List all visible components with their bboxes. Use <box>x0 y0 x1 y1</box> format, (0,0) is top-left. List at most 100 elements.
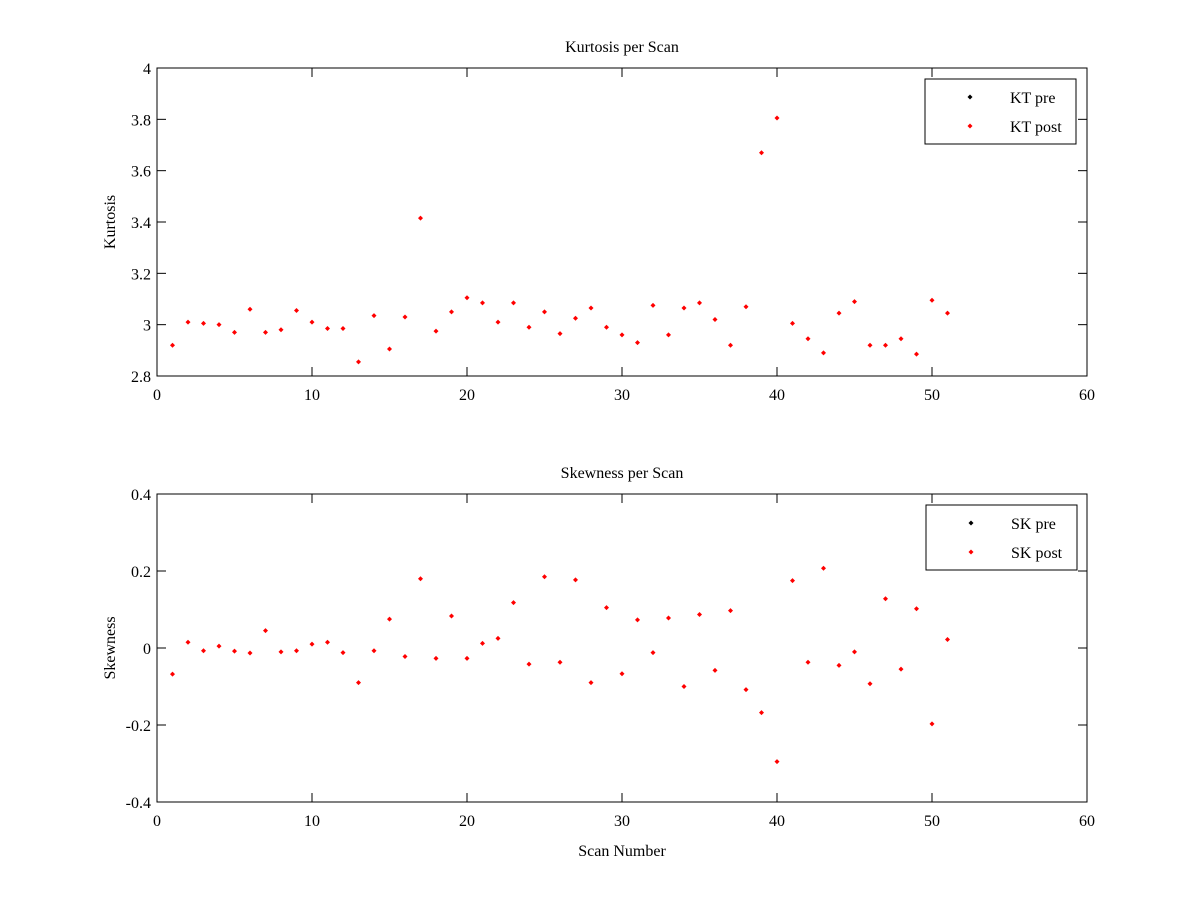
y-tick-label: -0.2 <box>126 718 151 735</box>
data-point <box>542 574 547 580</box>
data-point <box>697 612 702 618</box>
data-point <box>759 710 764 716</box>
data-point <box>201 648 206 654</box>
data-point <box>495 319 501 325</box>
data-point <box>418 215 423 221</box>
data-point <box>573 315 578 321</box>
data-point <box>247 306 253 312</box>
data-point <box>356 359 361 365</box>
data-point <box>464 295 470 301</box>
data-point <box>728 342 733 348</box>
data-point <box>945 637 950 643</box>
data-point <box>278 649 284 655</box>
data-point <box>774 759 780 765</box>
data-point <box>325 639 330 645</box>
data-point <box>356 680 361 686</box>
data-point <box>495 635 501 641</box>
data-point <box>216 643 222 649</box>
data-point <box>681 305 687 311</box>
y-tick-label: 3.4 <box>131 215 151 232</box>
data-point <box>480 300 485 306</box>
data-point <box>309 319 315 325</box>
x-tick-label: 60 <box>1079 813 1095 830</box>
chart-skewness: Skewness per Scan Skewness Scan Number 0 10 2… <box>102 465 1095 860</box>
data-point <box>325 326 330 332</box>
data-point <box>650 302 656 308</box>
data-point <box>309 641 315 647</box>
data-point <box>821 565 826 571</box>
y-axis-label: Skewness <box>102 616 119 679</box>
data-point <box>402 314 408 320</box>
y-axis-label: Kurtosis <box>102 195 119 249</box>
y-tick-label: 3.6 <box>131 164 151 181</box>
data-point <box>294 308 299 314</box>
data-point <box>805 659 811 665</box>
data-point <box>232 648 237 654</box>
x-axis-label: Scan Number <box>578 843 666 860</box>
data-point <box>604 605 609 611</box>
data-point <box>170 342 175 348</box>
data-point <box>666 615 671 621</box>
data-point <box>340 650 346 656</box>
legend-label: SK post <box>1011 545 1063 562</box>
data-point <box>681 684 687 689</box>
data-point <box>433 328 439 334</box>
data-point <box>511 300 516 306</box>
data-point <box>619 671 625 677</box>
data-point <box>201 320 206 326</box>
data-point <box>759 150 764 156</box>
data-point <box>604 324 609 330</box>
data-point <box>867 342 873 348</box>
data-point <box>635 617 640 623</box>
x-tick-label: 10 <box>304 813 320 830</box>
legend-box <box>925 504 1078 571</box>
data-point <box>883 596 888 602</box>
data-point <box>263 628 268 634</box>
chart-title: Skewness per Scan <box>561 465 684 482</box>
data-point <box>464 655 470 661</box>
data-point <box>852 299 857 305</box>
data-point <box>790 320 795 326</box>
y-tick-label: 0.4 <box>131 487 151 504</box>
y-tick-label: 0.2 <box>131 564 151 581</box>
x-tick-label: 30 <box>614 813 630 830</box>
legend-marker <box>968 549 974 555</box>
data-point <box>294 648 299 654</box>
data-point <box>914 606 919 612</box>
data-point <box>449 309 454 315</box>
data-point <box>743 304 749 310</box>
data-point <box>588 305 594 311</box>
data-point <box>619 332 625 338</box>
data-point <box>945 310 950 316</box>
data-point <box>821 350 826 356</box>
y-tick-label: 3 <box>143 318 151 335</box>
y-tick-label: 2.8 <box>131 369 151 386</box>
data-point <box>697 300 702 306</box>
x-tick-label: 10 <box>304 387 320 404</box>
chart-title: Kurtosis per Scan <box>565 39 679 56</box>
x-tick-label: 50 <box>924 387 940 404</box>
data-point <box>805 336 811 342</box>
data-point <box>526 324 532 330</box>
series-1 <box>170 115 950 365</box>
x-tick-label: 40 <box>769 813 785 830</box>
data-point <box>650 650 656 656</box>
y-tick-label: 0 <box>143 641 151 658</box>
data-point <box>929 297 935 303</box>
data-point <box>883 342 888 348</box>
x-tick-label: 20 <box>459 387 475 404</box>
legend-label: KT post <box>1010 119 1062 136</box>
data-point <box>185 319 191 325</box>
data-point <box>867 681 873 687</box>
data-point <box>774 115 780 121</box>
legend-label: KT pre <box>1010 90 1055 107</box>
data-point <box>898 336 904 342</box>
data-point <box>433 655 439 661</box>
data-point <box>418 576 423 582</box>
data-point <box>170 671 175 677</box>
data-point <box>914 351 919 357</box>
y-tick-label: -0.4 <box>126 795 151 812</box>
x-tick-label: 0 <box>153 813 161 830</box>
legend-marker <box>968 520 974 526</box>
data-point <box>712 317 718 323</box>
